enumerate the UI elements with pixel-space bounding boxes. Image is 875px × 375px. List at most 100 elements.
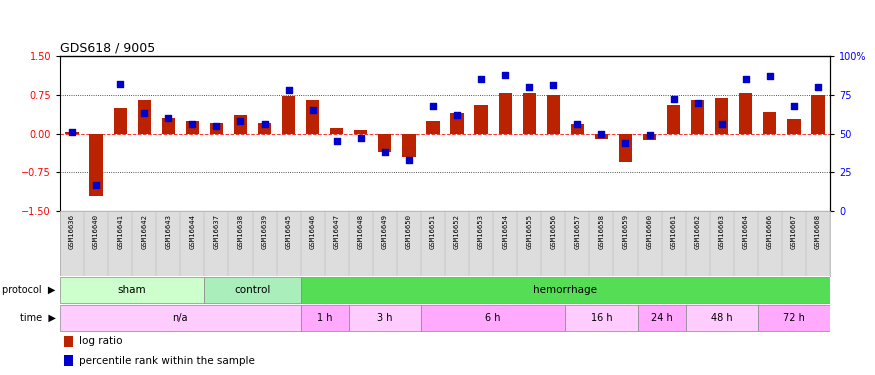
Text: GSM16666: GSM16666 bbox=[766, 214, 773, 249]
Text: 1 h: 1 h bbox=[317, 313, 332, 323]
Text: GSM16651: GSM16651 bbox=[430, 214, 436, 249]
Bar bbox=[788, 119, 801, 134]
Bar bbox=[354, 130, 367, 134]
Bar bbox=[619, 134, 632, 162]
Text: GSM16644: GSM16644 bbox=[189, 214, 195, 249]
Text: GSM16655: GSM16655 bbox=[526, 214, 532, 249]
Text: GSM16661: GSM16661 bbox=[670, 214, 676, 249]
Text: GSM16664: GSM16664 bbox=[743, 214, 749, 249]
Text: time  ▶: time ▶ bbox=[20, 313, 56, 323]
Bar bbox=[686, 305, 758, 331]
Point bbox=[330, 138, 344, 144]
Text: GSM16659: GSM16659 bbox=[622, 214, 628, 249]
Point bbox=[186, 121, 200, 127]
Point bbox=[305, 107, 319, 113]
Text: GSM16641: GSM16641 bbox=[117, 214, 123, 249]
Point bbox=[594, 130, 608, 136]
Text: control: control bbox=[234, 285, 270, 295]
Bar bbox=[570, 124, 584, 134]
Bar bbox=[595, 134, 608, 139]
Bar bbox=[426, 121, 439, 134]
Bar bbox=[667, 105, 680, 134]
Text: GSM16652: GSM16652 bbox=[454, 214, 460, 249]
Bar bbox=[60, 305, 301, 331]
Bar bbox=[402, 134, 416, 157]
Text: GSM16643: GSM16643 bbox=[165, 214, 172, 249]
Point bbox=[257, 121, 271, 127]
Text: GSM16650: GSM16650 bbox=[406, 214, 412, 249]
Point bbox=[89, 182, 103, 188]
Text: GSM16649: GSM16649 bbox=[382, 214, 388, 249]
Bar bbox=[137, 100, 150, 134]
Bar bbox=[715, 98, 728, 134]
Point bbox=[137, 110, 151, 116]
Point bbox=[65, 129, 79, 135]
Text: GSM16667: GSM16667 bbox=[791, 214, 797, 249]
Text: 3 h: 3 h bbox=[377, 313, 393, 323]
Point bbox=[811, 84, 825, 90]
Text: GSM16646: GSM16646 bbox=[310, 214, 316, 249]
Point bbox=[667, 96, 681, 102]
Point bbox=[161, 115, 175, 121]
Text: sham: sham bbox=[118, 285, 146, 295]
Text: GSM16658: GSM16658 bbox=[598, 214, 605, 249]
Text: GSM16642: GSM16642 bbox=[141, 214, 147, 249]
Point bbox=[354, 135, 367, 141]
Point bbox=[738, 76, 752, 82]
Text: hemorrhage: hemorrhage bbox=[534, 285, 598, 295]
Point bbox=[546, 82, 560, 88]
Bar bbox=[64, 336, 74, 347]
Bar bbox=[66, 132, 79, 134]
Point bbox=[690, 99, 704, 105]
Text: 24 h: 24 h bbox=[651, 313, 673, 323]
Bar bbox=[234, 116, 247, 134]
Text: 16 h: 16 h bbox=[591, 313, 612, 323]
Bar bbox=[301, 278, 830, 303]
Bar bbox=[60, 278, 205, 303]
Bar bbox=[643, 134, 656, 140]
Point bbox=[474, 76, 488, 82]
Bar bbox=[349, 305, 421, 331]
Point bbox=[402, 157, 416, 163]
Point bbox=[570, 121, 584, 127]
Bar bbox=[301, 305, 349, 331]
Bar bbox=[638, 305, 686, 331]
Point bbox=[113, 81, 127, 87]
Bar bbox=[811, 95, 824, 134]
Text: GSM16639: GSM16639 bbox=[262, 214, 268, 249]
Text: GSM16638: GSM16638 bbox=[237, 214, 243, 249]
Text: GSM16656: GSM16656 bbox=[550, 214, 556, 249]
Point bbox=[209, 123, 223, 129]
Text: GSM16647: GSM16647 bbox=[333, 214, 340, 249]
Point bbox=[282, 87, 296, 93]
Bar bbox=[739, 93, 752, 134]
Bar bbox=[64, 355, 74, 366]
Text: GSM16640: GSM16640 bbox=[93, 214, 99, 249]
Text: GSM16648: GSM16648 bbox=[358, 214, 364, 249]
Text: GSM16654: GSM16654 bbox=[502, 214, 508, 249]
Point bbox=[715, 121, 729, 127]
Text: log ratio: log ratio bbox=[80, 336, 123, 346]
Point bbox=[234, 118, 248, 124]
Text: GSM16668: GSM16668 bbox=[815, 214, 821, 249]
Point bbox=[426, 103, 440, 109]
Bar bbox=[258, 123, 271, 134]
Bar bbox=[89, 134, 102, 195]
Bar bbox=[330, 128, 343, 133]
Bar bbox=[162, 118, 175, 134]
Point bbox=[498, 72, 512, 78]
Text: n/a: n/a bbox=[172, 313, 188, 323]
Point bbox=[450, 112, 464, 118]
Bar bbox=[210, 123, 223, 134]
Bar bbox=[763, 112, 776, 134]
Text: protocol  ▶: protocol ▶ bbox=[3, 285, 56, 295]
Point bbox=[642, 132, 656, 138]
Point bbox=[787, 103, 801, 109]
Point bbox=[619, 140, 633, 146]
Bar bbox=[282, 96, 295, 134]
Bar bbox=[186, 121, 199, 134]
Bar bbox=[691, 100, 704, 134]
Text: 6 h: 6 h bbox=[486, 313, 500, 323]
Bar bbox=[499, 93, 512, 134]
Bar bbox=[758, 305, 830, 331]
